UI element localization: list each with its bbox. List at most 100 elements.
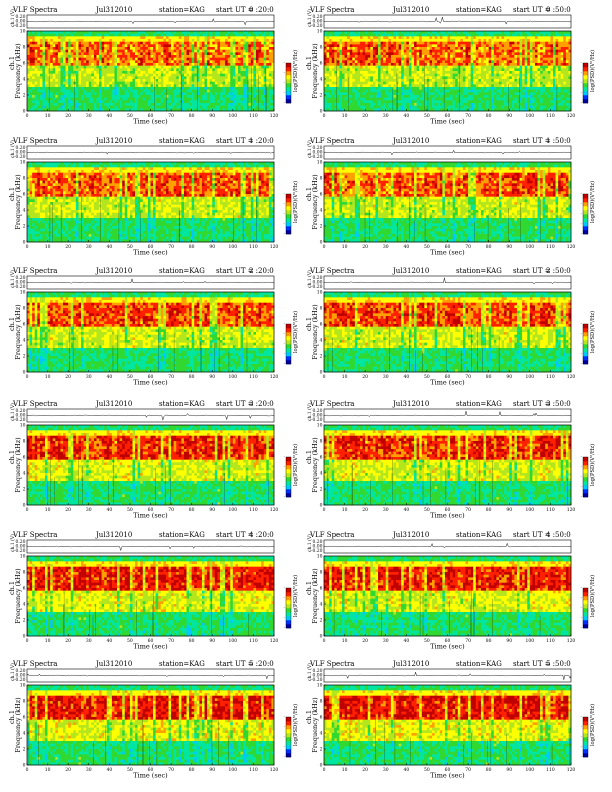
x-tick-label: 90 <box>209 638 215 644</box>
spectrogram-image <box>27 292 275 373</box>
panel-title: VLF Spectra <box>12 400 57 408</box>
x-tick-label: 120 <box>567 507 576 513</box>
x-tick-label: 70 <box>168 767 174 773</box>
colorbar-tick-label: - <box>284 362 286 366</box>
panel-start-ut: 3 :50:0 <box>546 400 571 408</box>
spectrogram-image <box>324 31 572 112</box>
panel-start-label: start UT = <box>216 267 254 275</box>
channel-label: ch.1 <box>305 710 313 724</box>
y-tick-label: 6 <box>320 586 323 592</box>
colorbar-tick-label: - <box>581 212 583 216</box>
y-tick-label: 10 <box>20 554 26 560</box>
panel-station: station=KAG <box>159 400 205 408</box>
waveform-tick-label: 0.20 <box>15 668 25 674</box>
colorbar: - - - - - <box>581 586 589 630</box>
y-tick-label: 2 <box>23 747 26 753</box>
x-tick-label: 40 <box>403 638 409 644</box>
colorbar: - - - - - <box>581 192 589 236</box>
y-tick-label: 0 <box>23 109 26 115</box>
waveform-trace <box>26 545 275 552</box>
x-tick-label: 20 <box>362 767 368 773</box>
spectrogram-panel: VLF Spectra Jul312010 station=KAG start UT … <box>8 660 299 780</box>
panel-title: VLF Spectra <box>309 137 354 145</box>
channel-label: ch.1 <box>8 187 16 201</box>
panel-station: station=KAG <box>159 6 205 14</box>
colorbar-tick-label: - <box>581 332 583 336</box>
waveform-tick-label: -0.20 <box>311 417 323 423</box>
colorbar-label: log(PSD)(V²/Hz) <box>589 181 596 223</box>
y-tick-label: 0 <box>320 763 323 769</box>
y-tick-label: 8 <box>320 176 323 182</box>
y-tick-label: 8 <box>23 306 26 312</box>
x-tick-label: 50 <box>424 638 430 644</box>
colorbar-tick-label: - <box>581 342 583 346</box>
y-tick-label: 4 <box>23 77 26 83</box>
x-tick-label: 60 <box>148 244 154 250</box>
x-tick-label: 70 <box>465 767 471 773</box>
colorbar-tick-label: - <box>581 475 583 479</box>
colorbar-label: log(PSD)(V²/Hz) <box>292 575 299 617</box>
panel-start-label: start UT = <box>513 267 551 275</box>
panel-title: VLF Spectra <box>12 531 57 539</box>
x-tick-label: 100 <box>229 244 238 250</box>
x-tick-label: 50 <box>127 244 133 250</box>
x-axis-label: Time (sec) <box>430 772 465 780</box>
y-axis-label: Frequency (kHz) <box>311 697 319 753</box>
colorbar-label: log(PSD)(V²/Hz) <box>589 444 596 486</box>
y-axis-label: Frequency (kHz) <box>14 697 22 753</box>
colorbar-label: log(PSD)(V²/Hz) <box>589 50 596 92</box>
waveform-trace <box>26 673 275 680</box>
colorbar: - - - - - <box>581 715 589 759</box>
x-tick-label: 20 <box>65 638 71 644</box>
colorbar-tick-label: - <box>284 342 286 346</box>
waveform-tick-label: 0.20 <box>312 145 322 151</box>
x-tick-label: 30 <box>383 507 389 513</box>
panel-date: Jul312010 <box>95 137 132 145</box>
spectrogram-panel: VLF Spectra Jul312010 station=KAG start UT … <box>8 6 299 126</box>
y-tick-label: 4 <box>320 208 323 214</box>
panel-start-ut: 2 :20:0 <box>249 267 274 275</box>
panel-start-label: start UT = <box>216 6 254 14</box>
colorbar-tick-label: - <box>581 745 583 749</box>
colorbar-tick-label: - <box>581 725 583 729</box>
colorbar-tick-label: - <box>284 715 286 719</box>
waveform-ylabel: ch.1 (V) <box>9 534 16 552</box>
waveform-trace <box>26 151 275 155</box>
waveform-tick-label: 0.00 <box>15 280 25 286</box>
x-tick-label: 100 <box>229 767 238 773</box>
colorbar: - - - - - <box>581 455 589 499</box>
colorbar-tick-label: - <box>581 465 583 469</box>
waveform-ylabel: ch.1 (V) <box>306 270 313 288</box>
x-tick-label: 50 <box>127 113 133 119</box>
x-tick-label: 20 <box>65 374 71 380</box>
x-tick-label: 20 <box>65 507 71 513</box>
y-tick-label: 4 <box>23 208 26 214</box>
spectrogram-panel: VLF Spectra Jul312010 station=KAG start UT … <box>8 531 299 651</box>
x-tick-label: 100 <box>229 113 238 119</box>
waveform-trace <box>323 277 572 285</box>
colorbar-label: log(PSD)(V²/Hz) <box>589 575 596 617</box>
panel-station: station=KAG <box>456 400 502 408</box>
waveform-tick-label: -0.20 <box>311 154 323 160</box>
y-tick-label: 0 <box>320 370 323 376</box>
panel-title: VLF Spectra <box>309 531 354 539</box>
x-tick-label: 20 <box>362 507 368 513</box>
panel-station: station=KAG <box>456 137 502 145</box>
panel-start-ut: 1 :20:0 <box>249 137 274 145</box>
x-tick-label: 0 <box>323 113 326 119</box>
y-tick-label: 8 <box>320 570 323 576</box>
y-tick-label: 0 <box>23 763 26 769</box>
colorbar: - - - - - <box>284 322 292 366</box>
x-tick-label: 50 <box>127 374 133 380</box>
x-tick-label: 0 <box>26 638 29 644</box>
panel-date: Jul312010 <box>392 531 429 539</box>
waveform-trace <box>323 16 571 25</box>
colorbar-tick-label: - <box>284 91 286 95</box>
colorbar-tick-label: - <box>284 465 286 469</box>
panel-title: VLF Spectra <box>309 660 354 668</box>
colorbar-tick-label: - <box>581 626 583 630</box>
panel-station: station=KAG <box>456 660 502 668</box>
x-tick-label: 80 <box>189 638 195 644</box>
waveform-ylabel: ch.1 (V) <box>306 9 313 27</box>
colorbar-tick-label: - <box>284 735 286 739</box>
